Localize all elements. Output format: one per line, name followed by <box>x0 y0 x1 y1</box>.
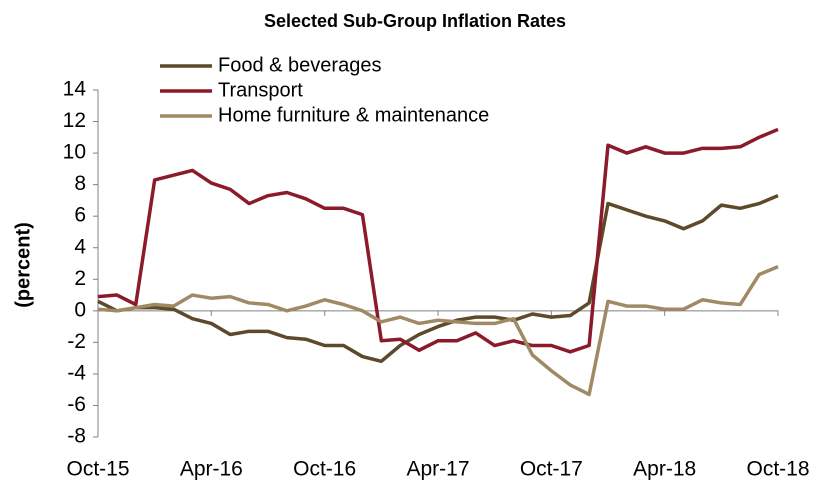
y-tick-label: 2 <box>74 267 86 290</box>
data-line <box>97 127 779 354</box>
y-tick-label: -6 <box>67 393 86 416</box>
y-tick-label: 14 <box>63 78 87 101</box>
y-tick-label: -8 <box>67 425 86 448</box>
y-tick-label: 10 <box>63 141 86 164</box>
x-tick-label: Apr-18 <box>633 458 696 481</box>
x-tick-label: Oct-16 <box>293 458 356 481</box>
x-tick-label: Oct-17 <box>520 458 583 481</box>
y-tick-label: -2 <box>67 330 86 353</box>
y-tick-label: -4 <box>67 361 86 384</box>
chart-title: Selected Sub-Group Inflation Rates <box>264 11 566 31</box>
x-tick-label: Oct-18 <box>746 458 809 481</box>
y-tick-label: 4 <box>74 235 86 258</box>
x-tick-label: Oct-15 <box>66 458 129 481</box>
y-tick-label: 12 <box>63 109 86 132</box>
legend-label: Transport <box>218 79 303 101</box>
data-line <box>97 265 779 397</box>
y-tick-label: 8 <box>74 172 86 195</box>
legend-label: Food & beverages <box>218 54 381 76</box>
y-tick-label: 6 <box>74 204 86 227</box>
data-line <box>97 194 779 364</box>
y-tick-label: 0 <box>74 298 86 321</box>
legend-label: Home furniture & maintenance <box>218 104 489 126</box>
x-tick-label: Apr-17 <box>406 458 469 481</box>
x-tick-label: Apr-16 <box>180 458 243 481</box>
y-axis-label: (percent) <box>12 222 34 308</box>
